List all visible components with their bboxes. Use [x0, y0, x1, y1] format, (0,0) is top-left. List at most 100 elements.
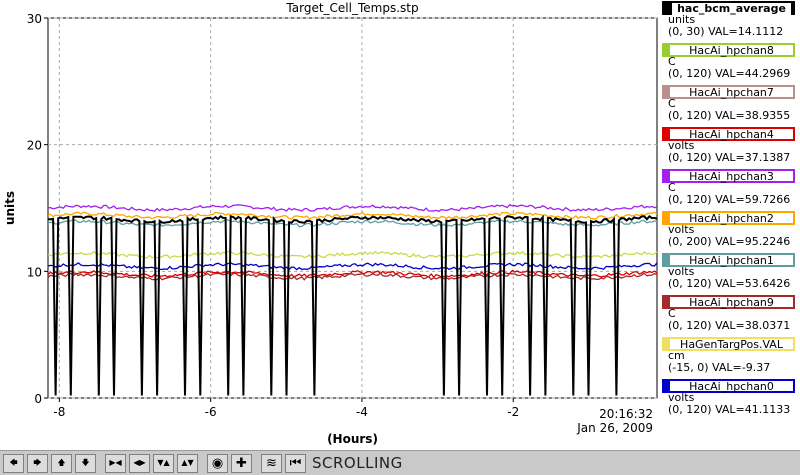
legend-name-box[interactable]: HacAi_hpchan2 [662, 211, 795, 225]
legend-unit: volts [668, 139, 695, 152]
legend-unit: units [668, 13, 696, 26]
record-button[interactable]: ◉ [207, 453, 228, 473]
legend: hac_bcm_average units (0, 30) VAL=14.1112 H… [660, 0, 800, 420]
stripchart-plot[interactable]: -8 -6 -4 -2 0 10 20 30 Target_Cell_Temps.stp (Hou… [0, 0, 660, 450]
chart-title: Target_Cell_Temps.stp [285, 1, 418, 15]
legend-unit: cm [668, 349, 685, 362]
legend-range-value: (0, 120) VAL=37.1387 [668, 151, 791, 164]
x-tick-label: -4 [356, 405, 368, 419]
legend-name-box[interactable]: HacAi_hpchan3 [662, 169, 795, 183]
legend-entry[interactable]: HacAi_hpchan4 volts (0, 120) VAL=37.1387 [660, 126, 800, 168]
legend-range-value: (0, 120) VAL=38.0371 [668, 319, 791, 332]
zoom-out-y-icon: ▲▼ [181, 458, 194, 467]
arrow-right-icon: 🡆 [33, 458, 42, 467]
series-line-HacAi_hpchan3 [47, 203, 658, 213]
legend-entry[interactable]: HacAi_hpchan1 volts (0, 120) VAL=53.6426 [660, 252, 800, 294]
series-line-HacAi_hpchan0 [47, 262, 658, 271]
legend-name: HacAi_hpchan1 [689, 254, 774, 267]
legend-name: HacAi_hpchan2 [689, 212, 774, 225]
x-axis-label: (Hours) [327, 432, 378, 446]
legend-name-box[interactable]: HacAi_hpchan7 [662, 85, 795, 99]
legend-name-box[interactable]: HacAi_hpchan1 [662, 253, 795, 267]
toolbar: 🡄 🡆 🡅 🡇 ▶◀ ◀▶ ▼▲ ▲▼ ◉ ✚ ≋ ⏮ SCROLLING [0, 450, 800, 475]
zoom-in-x-button[interactable]: ▶◀ [105, 453, 126, 473]
timestamp-date: Jan 26, 2009 [576, 421, 653, 435]
legend-name-box[interactable]: HacAi_hpchan0 [662, 379, 795, 393]
legend-name: HacAi_hpchan0 [689, 380, 774, 393]
go-to-end-button[interactable]: ⏮ [285, 453, 306, 473]
autoscale-button[interactable]: ≋ [261, 453, 282, 473]
zoom-in-y-icon: ▼▲ [157, 458, 170, 467]
legend-name: HacAi_hpchan7 [689, 86, 774, 99]
legend-name-box[interactable]: HacAi_hpchan8 [662, 43, 795, 57]
legend-entry[interactable]: HaGenTargPos.VAL cm (-15, 0) VAL=-9.37 [660, 336, 800, 378]
legend-unit: volts [668, 223, 695, 236]
y-tick-label: 30 [27, 12, 42, 26]
legend-entry[interactable]: HacAi_hpchan8 C (0, 120) VAL=44.2969 [660, 42, 800, 84]
scroll-right-button[interactable]: 🡆 [27, 453, 48, 473]
plus-icon: ✚ [236, 455, 247, 471]
legend-unit: volts [668, 265, 695, 278]
legend-entry[interactable]: HacAi_hpchan7 C (0, 120) VAL=38.9355 [660, 84, 800, 126]
legend-range-value: (0, 120) VAL=38.9355 [668, 109, 791, 122]
legend-range-value: (0, 120) VAL=41.1133 [668, 403, 791, 416]
timestamp-time: 20:16:32 [599, 407, 653, 421]
zoom-out-x-button[interactable]: ◀▶ [129, 453, 150, 473]
plot-frame [47, 17, 658, 399]
legend-unit: C [668, 181, 676, 194]
legend-range-value: (-15, 0) VAL=-9.37 [668, 361, 771, 374]
zoom-out-y-button[interactable]: ▲▼ [177, 453, 198, 473]
legend-range-value: (0, 120) VAL=59.7266 [668, 193, 791, 206]
scroll-up-button[interactable]: 🡅 [51, 453, 72, 473]
scroll-left-button[interactable]: 🡄 [3, 453, 24, 473]
legend-entry[interactable]: HacAi_hpchan9 C (0, 120) VAL=38.0371 [660, 294, 800, 336]
legend-unit: C [668, 55, 676, 68]
legend-entry[interactable]: HacAi_hpchan3 C (0, 120) VAL=59.7266 [660, 168, 800, 210]
legend-range-value: (0, 30) VAL=14.1112 [668, 25, 784, 38]
autoscale-icon: ≋ [266, 455, 277, 471]
legend-unit: C [668, 97, 676, 110]
legend-name: hac_bcm_average [672, 3, 791, 15]
legend-name: HacAi_hpchan9 [689, 296, 774, 309]
legend-unit: volts [668, 391, 695, 404]
legend-name: HacAi_hpchan8 [689, 44, 774, 57]
legend-name-box[interactable]: hac_bcm_average [662, 1, 795, 15]
series-line-HaGenTargPos.VAL [47, 250, 658, 259]
y-tick-label: 10 [27, 265, 42, 279]
legend-range-value: (0, 200) VAL=95.2246 [668, 235, 791, 248]
series-line-hac_bcm_average [47, 214, 658, 396]
legend-name: HacAi_hpchan4 [689, 128, 774, 141]
legend-entry[interactable]: hac_bcm_average units (0, 30) VAL=14.1112 [660, 0, 800, 42]
zoom-out-x-icon: ◀▶ [133, 458, 146, 467]
zoom-in-y-button[interactable]: ▼▲ [153, 453, 174, 473]
arrow-left-icon: 🡄 [9, 458, 18, 467]
arrow-down-icon: 🡇 [81, 458, 90, 467]
legend-name-box[interactable]: HacAi_hpchan9 [662, 295, 795, 309]
legend-entry[interactable]: HacAi_hpchan0 volts (0, 120) VAL=41.1133 [660, 378, 800, 420]
x-tick-label: -2 [507, 405, 519, 419]
legend-range-value: (0, 120) VAL=53.6426 [668, 277, 791, 290]
series-line-HacAi_hpchan1 [47, 219, 658, 228]
scroll-down-button[interactable]: 🡇 [75, 453, 96, 473]
arrow-up-icon: 🡅 [57, 458, 66, 467]
series-line-HacAi_hpchan2 [47, 211, 658, 220]
series-line-HacAi_hpchan4 [47, 269, 658, 279]
y-tick-label: 0 [34, 392, 42, 406]
zoom-in-x-icon: ▶◀ [109, 458, 122, 467]
legend-name: HacAi_hpchan3 [689, 170, 774, 183]
x-tick-label: -6 [205, 405, 217, 419]
legend-name: HaGenTargPos.VAL [680, 338, 783, 351]
status-text: SCROLLING [312, 454, 403, 472]
legend-unit: C [668, 307, 676, 320]
add-button[interactable]: ✚ [231, 453, 252, 473]
legend-range-value: (0, 120) VAL=44.2969 [668, 67, 791, 80]
legend-entry[interactable]: HacAi_hpchan2 volts (0, 200) VAL=95.2246 [660, 210, 800, 252]
go-to-end-icon: ⏮ [289, 455, 302, 471]
y-tick-label: 20 [27, 139, 42, 153]
legend-name-box[interactable]: HacAi_hpchan4 [662, 127, 795, 141]
legend-name-box[interactable]: HaGenTargPos.VAL [662, 337, 795, 351]
record-icon: ◉ [211, 455, 224, 471]
x-tick-label: -8 [53, 405, 65, 419]
series-line-HacAi_hpchan9 [47, 272, 658, 281]
y-axis-label: units [3, 191, 17, 225]
